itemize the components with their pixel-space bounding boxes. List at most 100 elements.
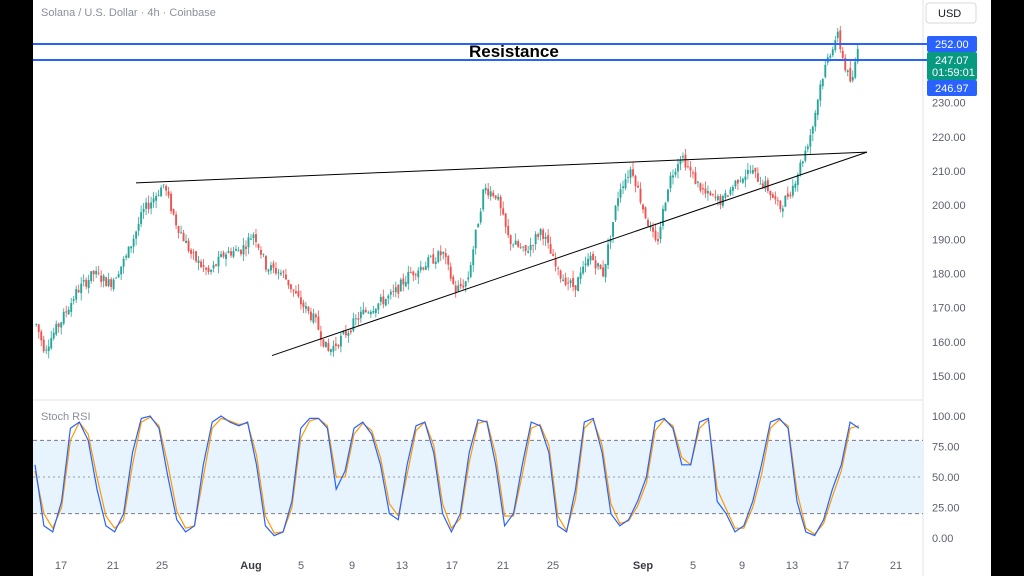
candle xyxy=(811,125,814,142)
stoch-rsi-tick-label: 50.00 xyxy=(932,472,960,484)
candle xyxy=(726,195,729,198)
candle xyxy=(267,268,270,275)
candle xyxy=(592,251,595,261)
chart-frame: Solana / U.S. Dollar · 4h · Coinbase USD… xyxy=(33,0,991,576)
candle xyxy=(509,234,512,251)
time-axis[interactable]: 17 21 25 Aug 5 9 13 17 21 25 Sep 5 9 13 17 21 xyxy=(55,560,902,572)
lower-trend-line[interactable] xyxy=(271,151,868,357)
candle xyxy=(359,306,362,323)
candle xyxy=(472,245,475,273)
candle xyxy=(836,27,839,43)
candle xyxy=(504,213,507,234)
candle xyxy=(637,181,639,189)
candle xyxy=(407,265,410,290)
time-tick-label: 25 xyxy=(547,560,559,572)
candle xyxy=(379,293,382,306)
candle xyxy=(564,272,567,287)
candle xyxy=(242,237,245,261)
candle xyxy=(562,274,565,282)
stoch-rsi-tick-label: 25.00 xyxy=(932,503,960,515)
candle xyxy=(492,189,495,198)
candle xyxy=(167,186,170,199)
candle xyxy=(237,246,240,252)
candle xyxy=(212,260,215,273)
candle xyxy=(689,160,692,178)
candle xyxy=(552,248,555,257)
candle xyxy=(427,254,430,271)
stoch-rsi-axis[interactable]: 0.00 25.00 50.00 75.00 100.00 xyxy=(932,411,966,545)
currency-button[interactable]: USD xyxy=(925,2,977,24)
candle xyxy=(572,270,575,292)
candle xyxy=(150,196,153,215)
candle xyxy=(719,193,722,210)
candle xyxy=(746,163,749,180)
candle xyxy=(694,166,697,185)
candle xyxy=(222,250,225,259)
candle xyxy=(207,265,210,275)
time-tick-label: 13 xyxy=(396,560,408,572)
candle xyxy=(776,197,779,206)
candle xyxy=(499,194,502,216)
candle xyxy=(110,277,113,291)
candle xyxy=(749,165,752,174)
candle xyxy=(384,298,387,307)
candle xyxy=(547,229,550,249)
currency-button-label: USD xyxy=(938,8,961,20)
candle xyxy=(227,246,230,254)
stoch-rsi-d-line[interactable] xyxy=(34,416,860,536)
time-tick-label: 5 xyxy=(298,560,304,572)
candle xyxy=(277,269,280,280)
time-tick-label: 13 xyxy=(786,560,798,572)
price-axis[interactable]: 150.00 160.00 170.00 180.00 190.00 200.00 210.… xyxy=(932,98,966,384)
candle xyxy=(319,325,322,347)
resistance-annotation[interactable]: Resistance xyxy=(469,42,559,61)
candle xyxy=(122,256,125,274)
stoch-rsi-k-line[interactable] xyxy=(34,415,860,537)
candle xyxy=(759,176,762,185)
candle xyxy=(334,336,337,351)
candle xyxy=(397,284,400,299)
candle xyxy=(377,302,380,315)
candle xyxy=(117,271,120,279)
candle xyxy=(362,302,365,315)
upper-trend-line[interactable] xyxy=(135,151,868,184)
candle xyxy=(412,270,415,282)
candle xyxy=(754,167,757,178)
candle xyxy=(255,228,257,248)
candle xyxy=(534,231,537,251)
candle xyxy=(557,266,560,276)
price-tick-label: 200.00 xyxy=(932,200,966,212)
candle xyxy=(289,284,292,293)
candle xyxy=(304,301,307,314)
candle xyxy=(205,266,207,276)
candle xyxy=(672,169,674,185)
candle xyxy=(130,246,133,253)
candle xyxy=(816,98,819,120)
candle xyxy=(786,186,789,200)
candle xyxy=(821,78,824,90)
candle xyxy=(90,271,93,284)
candle xyxy=(57,322,60,333)
candles-layer xyxy=(35,25,859,359)
candle xyxy=(232,246,235,259)
candle xyxy=(794,180,797,192)
candle xyxy=(95,266,98,278)
candle xyxy=(265,254,267,273)
candle xyxy=(522,245,525,252)
candle xyxy=(314,312,317,323)
candle xyxy=(549,236,552,254)
candle xyxy=(677,158,679,179)
candle xyxy=(696,181,699,188)
lower-resistance-value: 246.97 xyxy=(935,83,969,95)
candle xyxy=(409,266,412,274)
candle xyxy=(177,225,180,239)
candle xyxy=(332,340,335,357)
candle xyxy=(622,180,624,194)
time-tick-label: 17 xyxy=(55,560,67,572)
time-tick-label: 17 xyxy=(446,560,458,572)
candle xyxy=(40,329,43,347)
candle xyxy=(404,275,407,288)
candle xyxy=(819,80,822,107)
chart-canvas[interactable]: Solana / U.S. Dollar · 4h · Coinbase USD… xyxy=(33,0,991,576)
candle xyxy=(524,244,527,256)
